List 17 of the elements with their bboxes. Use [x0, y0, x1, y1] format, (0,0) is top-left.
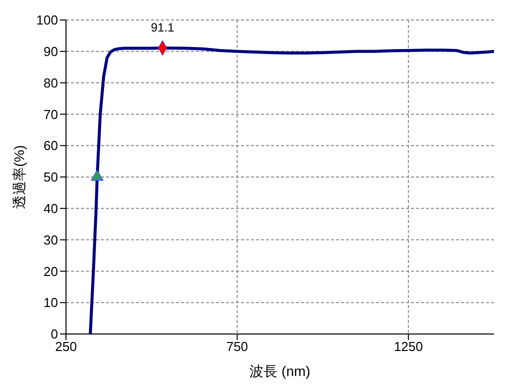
x-tick-label: 1250	[394, 339, 423, 354]
x-tick-label: 250	[55, 339, 77, 354]
data-label: 91.1	[150, 20, 175, 34]
x-axis-title: 波長 (nm)	[250, 363, 310, 379]
y-tick-label: 30	[44, 232, 58, 248]
y-tick-label: 20	[44, 264, 58, 279]
y-tick-label: 50	[44, 170, 58, 185]
y-tick-label: 40	[44, 201, 58, 216]
y-tick-label: 100	[36, 12, 58, 28]
y-tick-label: 90	[44, 44, 58, 60]
y-tick-label: 70	[44, 106, 58, 122]
y-axis-title: 透過率(%)	[10, 145, 27, 209]
y-tick-label: 10	[44, 295, 58, 310]
y-tick-label: 80	[44, 75, 58, 90]
y-tick-label: 0	[50, 326, 58, 342]
y-tick-label: 60	[44, 138, 58, 154]
x-tick-label: 750	[226, 339, 248, 354]
